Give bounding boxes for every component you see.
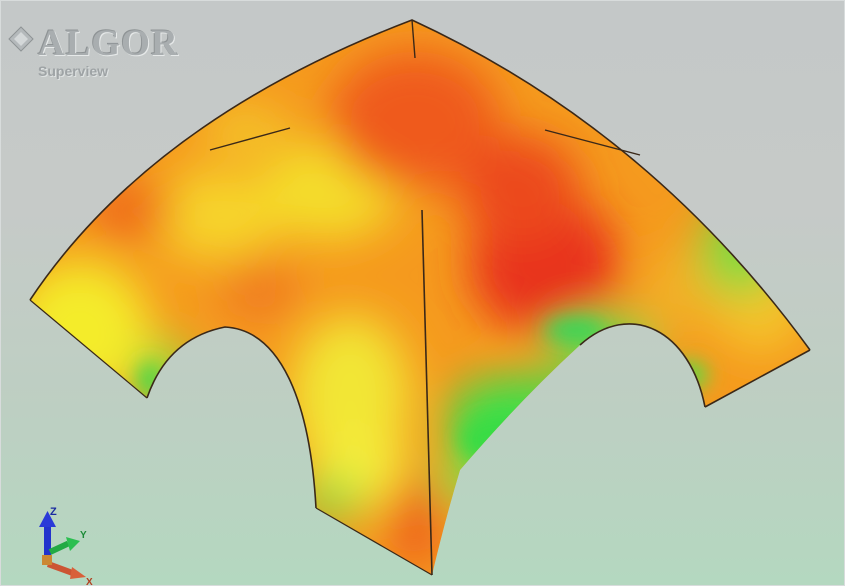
z-axis-shaft bbox=[44, 525, 51, 557]
x-axis-shaft bbox=[46, 561, 74, 576]
algor-diamond-icon bbox=[8, 26, 34, 52]
axis-origin bbox=[42, 555, 52, 565]
y-axis-shaft bbox=[48, 540, 70, 555]
y-axis-arrowhead bbox=[66, 537, 80, 551]
logo-product-name: Superview bbox=[38, 63, 109, 79]
x-axis-arrowhead bbox=[70, 567, 86, 579]
y-axis-label: Y bbox=[80, 530, 87, 541]
axis-triad-icon: Z Y X bbox=[39, 506, 93, 586]
model-edges bbox=[29, 19, 811, 576]
logo-brand-name: ALGOR bbox=[38, 23, 179, 64]
z-axis-arrowhead bbox=[39, 511, 56, 527]
algor-superview-logo: ALGOR Superview bbox=[8, 18, 238, 88]
z-axis-label: Z bbox=[50, 506, 57, 518]
x-axis-label: X bbox=[86, 577, 93, 586]
